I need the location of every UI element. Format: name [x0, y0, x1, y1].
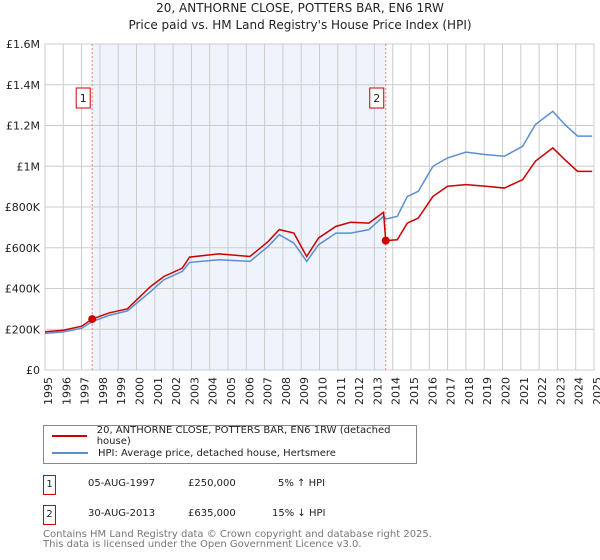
legend-swatch-blue	[52, 452, 88, 454]
x-tick-label: 2004	[207, 377, 220, 405]
x-tick-label: 2010	[317, 377, 330, 405]
x-tick-label: 2009	[298, 377, 311, 405]
x-tick-label: 2016	[426, 377, 439, 405]
y-tick-label: £400K	[5, 283, 41, 296]
chart-subtitle: Price paid vs. HM Land Registry's House …	[128, 18, 472, 32]
sale-point	[381, 236, 390, 245]
legend-item-property: 20, ANTHORNE CLOSE, POTTERS BAR, EN6 1RW…	[52, 425, 416, 447]
x-tick-label: 2020	[500, 377, 513, 405]
x-tick-label: 2024	[573, 377, 586, 405]
legend-swatch-red	[52, 435, 87, 437]
x-tick-label: 2002	[170, 377, 183, 405]
x-tick-label: 2019	[481, 377, 494, 405]
x-tick-label: 2006	[243, 377, 256, 405]
x-tick-label: 2012	[353, 377, 366, 405]
x-tick-label: 1997	[79, 377, 92, 405]
y-tick-label: £800K	[5, 201, 41, 214]
x-tick-label: 2022	[536, 377, 549, 405]
sale-price: £635,000	[188, 508, 236, 519]
y-tick-label: £600K	[5, 242, 41, 255]
x-tick-label: 1995	[42, 377, 55, 405]
sale-label: 1	[80, 92, 87, 105]
y-tick-label: £1.2M	[6, 120, 40, 133]
y-tick-label: £1.6M	[6, 38, 40, 51]
sale-point	[88, 315, 97, 324]
sale-label-box	[75, 87, 91, 109]
y-tick-label: £1M	[17, 160, 41, 173]
y-tick-label: £200K	[5, 323, 41, 336]
sale-date: 05-AUG-1997	[88, 478, 156, 489]
x-tick-label: 2013	[371, 377, 384, 405]
x-tick-label: 2008	[280, 377, 293, 405]
legend: 20, ANTHORNE CLOSE, POTTERS BAR, EN6 1RW…	[43, 425, 417, 464]
x-tick-label: 2001	[152, 377, 165, 405]
sale-hpi-diff: 5% ↑ HPI	[278, 478, 326, 489]
x-tick-label: 2017	[445, 377, 458, 405]
sale-label: 2	[373, 92, 380, 105]
sale-date: 30-AUG-2013	[88, 508, 156, 519]
chart-title: 20, ANTHORNE CLOSE, POTTERS BAR, EN6 1RW	[156, 1, 444, 15]
x-tick-label: 2007	[262, 377, 275, 405]
x-tick-label: 2003	[188, 377, 201, 405]
sale-label-box	[369, 87, 385, 109]
footer-line: This data is licensed under the Open Gov…	[43, 539, 362, 550]
x-tick-label: 2021	[518, 377, 531, 405]
x-tick-label: 2018	[463, 377, 476, 405]
sale-price: £250,000	[188, 478, 236, 489]
series-line-property	[44, 146, 593, 333]
chart-plot: 1995 1996 1997 1998 1999 2000 2001 2002 2003 2004…	[5, 38, 600, 405]
legend-item-hpi: HPI: Average price, detached house, Hert…	[52, 446, 336, 460]
legend-label: 20, ANTHORNE CLOSE, POTTERS BAR, EN6 1RW…	[96, 425, 391, 447]
footer-line: Contains HM Land Registry data © Crown c…	[43, 529, 432, 540]
x-tick-label: 2023	[554, 377, 567, 405]
sale-hpi-diff: 15% ↓ HPI	[272, 508, 326, 519]
x-tick-label: 2000	[134, 377, 147, 405]
sale-marker-badge: 2	[43, 505, 56, 525]
x-tick-label: 2025	[591, 377, 600, 405]
legend-label: HPI: Average price, detached house, Hert…	[98, 447, 336, 459]
x-tick-label: 1998	[97, 377, 110, 405]
sale-marker-badge: 1	[43, 475, 56, 495]
y-tick-label: £0	[26, 364, 40, 377]
y-tick-label: £1.4M	[6, 79, 40, 92]
x-tick-label: 2005	[225, 377, 238, 405]
x-tick-label: 2015	[408, 377, 421, 405]
x-tick-label: 2011	[335, 377, 348, 405]
x-tick-label: 2014	[390, 377, 403, 405]
x-tick-label: 1999	[115, 377, 128, 405]
series-line-hpi	[44, 110, 593, 335]
x-tick-label: 1996	[60, 377, 73, 405]
footer: Contains HM Land Registry data © Crown c…	[43, 530, 432, 550]
